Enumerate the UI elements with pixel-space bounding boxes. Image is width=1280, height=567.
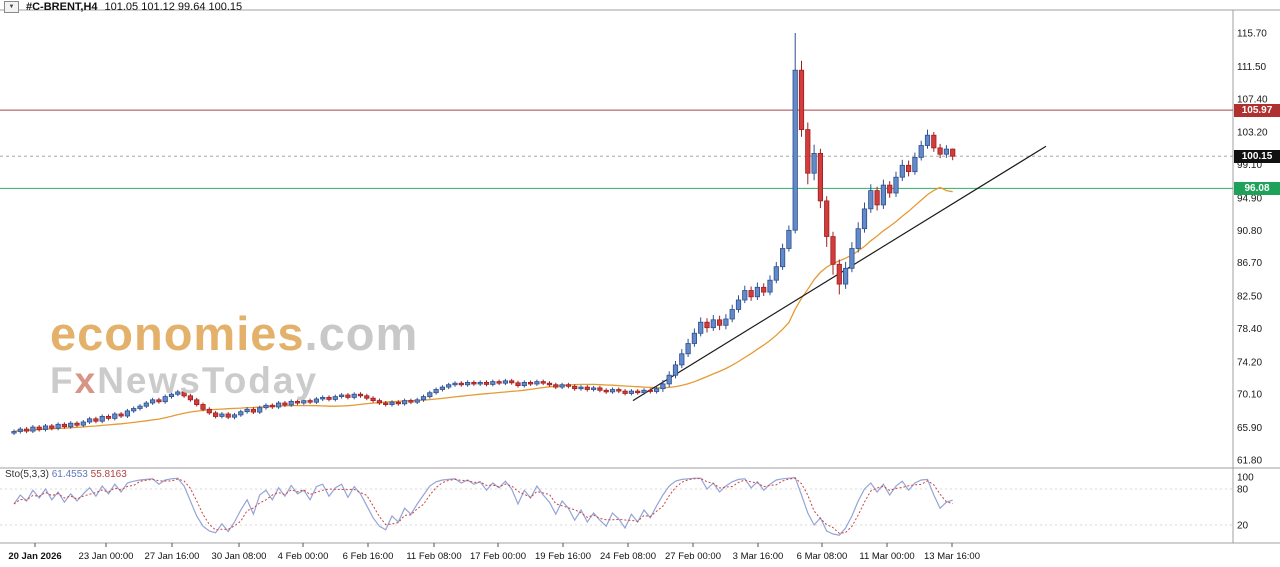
indicator-label: Sto(5,3,3) 61.4553 55.8163 [5,469,127,480]
time-axis-label: 20 Jan 2026 [8,551,61,562]
time-axis-label: 23 Jan 00:00 [79,551,134,562]
price-axis-label: 78.40 [1237,324,1262,335]
price-axis-label: 94.90 [1237,193,1262,204]
watermark: economies.com FxNewsToday [50,310,418,400]
time-axis-label: 27 Feb 00:00 [665,551,721,562]
price-axis-label: 61.80 [1237,456,1262,467]
price-axis-label: 82.50 [1237,292,1262,303]
time-axis-label: 19 Feb 16:00 [535,551,591,562]
indicator-name: Sto(5,3,3) [5,469,49,480]
support-price-badge: 96.08 [1234,181,1280,195]
ohlc-values: 101.05 101.12 99.64 100.15 [104,1,243,13]
time-axis-label: 17 Feb 00:00 [470,551,526,562]
time-axis-label: 13 Mar 16:00 [924,551,980,562]
indicator-main-value: 61.4553 [51,469,88,480]
time-axis-label: 4 Feb 00:00 [278,551,329,562]
watermark-tagline: FxNewsToday [50,362,418,400]
symbol-dropdown-button[interactable]: ▼ [4,1,19,13]
stochastic-axis-label: 100 [1237,473,1254,484]
watermark-brand-line: economies.com [50,310,418,358]
candlestick-series [11,33,956,435]
time-axis-label: 24 Feb 08:00 [600,551,656,562]
price-axis-label: 90.80 [1237,226,1262,237]
price-axis-label: 115.70 [1237,29,1267,40]
resistance-price-badge: 105.97 [1234,103,1280,117]
price-axis-label: 103.20 [1237,128,1268,139]
stochastic-axis-label: 20 [1237,521,1249,532]
price-axis-label: 74.20 [1237,357,1262,368]
time-axis-label: 30 Jan 08:00 [212,551,267,562]
price-axis-label: 107.40 [1237,94,1268,105]
price-axis-label: 86.70 [1237,258,1262,269]
time-axis-label: 6 Feb 16:00 [343,551,394,562]
watermark-tagline-f: F [50,359,75,401]
stochastic-axis-label: 80 [1237,485,1249,496]
time-axis-label: 11 Mar 00:00 [859,551,914,562]
stochastic-signal-line [13,477,953,534]
watermark-brand: economies [50,307,305,360]
time-axis-label: 27 Jan 16:00 [145,551,200,562]
watermark-brand-suffix: .com [304,307,419,360]
stochastic-main-line [13,476,953,536]
price-axis-label: 99.10 [1237,160,1262,171]
time-axis-label: 3 Mar 16:00 [733,551,784,562]
indicator-signal-value: 55.8163 [90,469,127,480]
price-axis-label: 70.10 [1237,390,1262,401]
time-axis-label: 11 Feb 08:00 [406,551,461,562]
chevron-down-icon: ▼ [8,4,15,10]
price-axis-label: 65.90 [1237,423,1262,434]
symbol-info-bar: ▼ #C-BRENT,H4 101.05 101.12 99.64 100.15 [4,1,242,13]
moving-average-line [13,186,953,433]
time-axis-label: 6 Mar 08:00 [797,551,848,562]
watermark-tagline-rest: NewsToday [97,359,319,401]
price-axis-label: 111.50 [1237,62,1267,73]
current-price-badge: 100.15 [1234,149,1280,163]
watermark-tagline-x: x [74,359,98,401]
symbol-label: #C-BRENT,H4 [26,1,98,13]
